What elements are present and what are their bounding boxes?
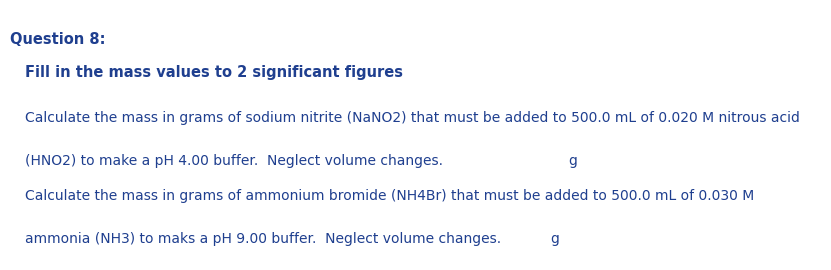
Text: Calculate the mass in grams of sodium nitrite (NaNO2) that must be added to 500.: Calculate the mass in grams of sodium ni… [25, 111, 799, 125]
Text: Question 8:: Question 8: [10, 32, 106, 48]
Text: Fill in the mass values to 2 significant figures: Fill in the mass values to 2 significant… [25, 65, 403, 80]
Text: Calculate the mass in grams of ammonium bromide (NH4Br) that must be added to 50: Calculate the mass in grams of ammonium … [25, 189, 755, 203]
Text: g: g [550, 232, 559, 246]
Text: ammonia (NH3) to maks a pH 9.00 buffer.  Neglect volume changes.: ammonia (NH3) to maks a pH 9.00 buffer. … [25, 232, 501, 246]
Text: (HNO2) to make a pH 4.00 buffer.  Neglect volume changes.: (HNO2) to make a pH 4.00 buffer. Neglect… [25, 154, 443, 168]
Text: g: g [568, 154, 578, 168]
